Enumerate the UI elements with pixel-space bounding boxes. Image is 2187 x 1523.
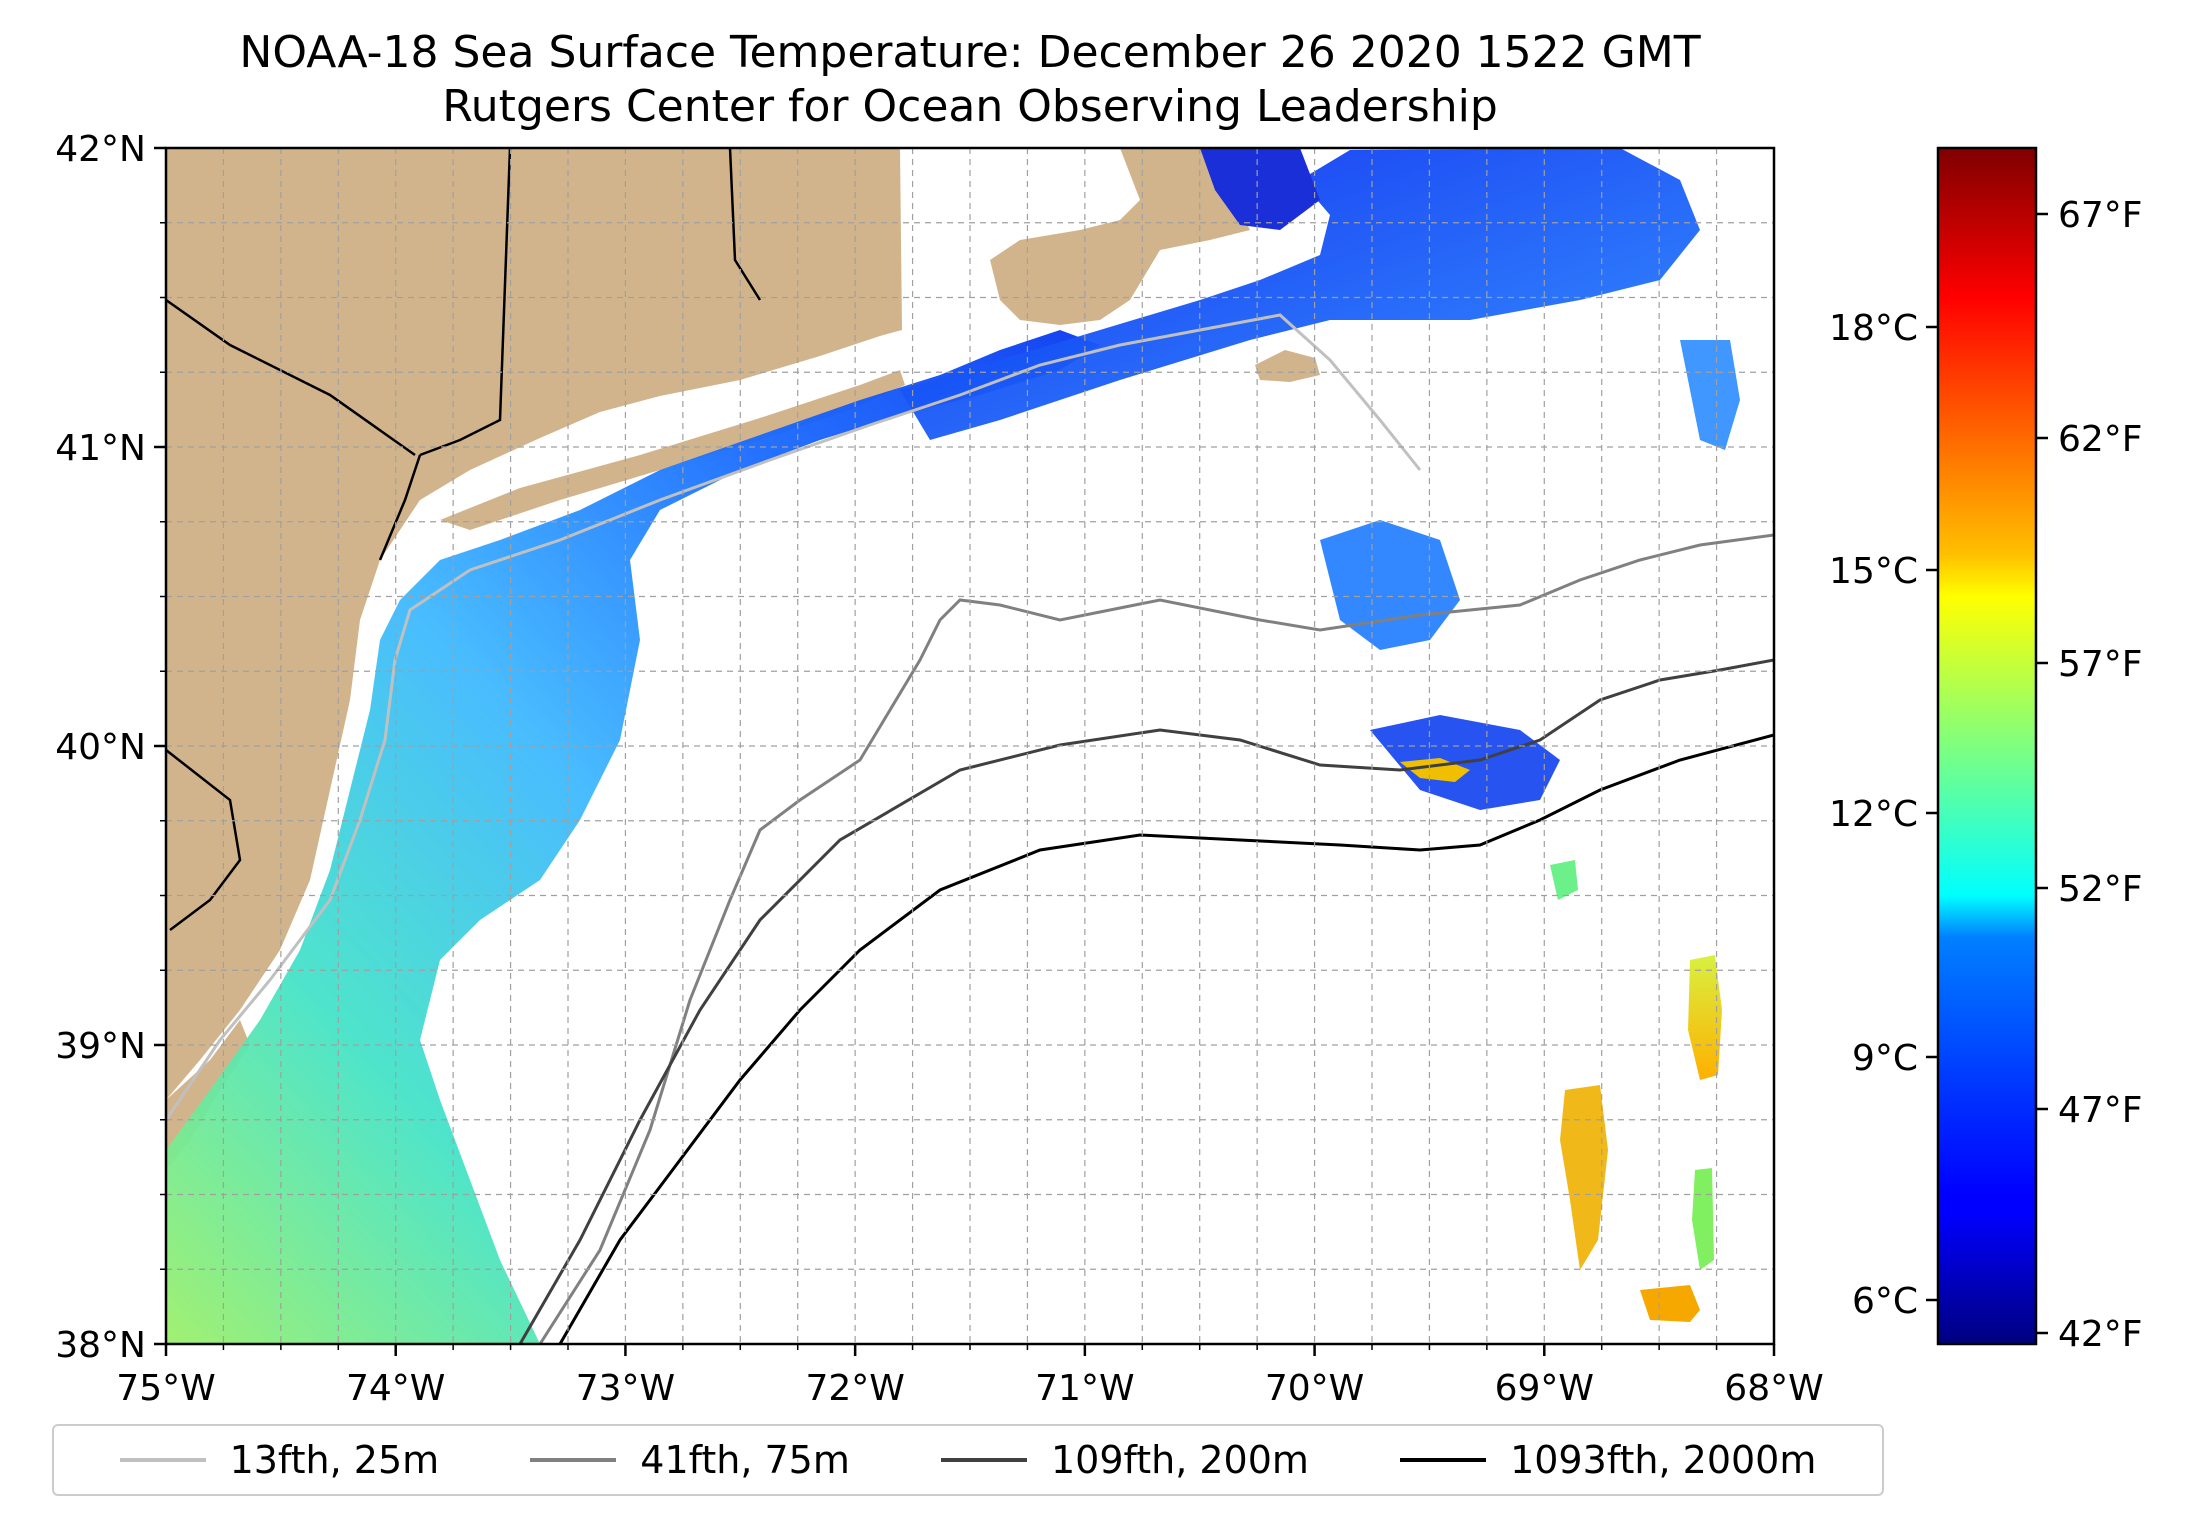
map-title: NOAA-18 Sea Surface Temperature: Decembe… [239, 27, 1701, 78]
legend-label: 1093fth, 2000m [1510, 1438, 1817, 1482]
sst-cape-cod-bay [1200, 148, 1320, 230]
lon-tick-label: 70°W [1265, 1368, 1364, 1409]
fahrenheit-tick-label: 47°F [2058, 1090, 2143, 1131]
fahrenheit-tick-label: 57°F [2058, 644, 2143, 685]
fahrenheit-tick-label: 67°F [2058, 195, 2143, 236]
land-long-island [440, 370, 905, 530]
legend-label: 109fth, 200m [1051, 1438, 1309, 1482]
celsius-tick-label: 6°C [1852, 1281, 1918, 1322]
contour-25m [166, 313, 1422, 1121]
lon-tick-label: 68°W [1724, 1368, 1823, 1409]
lon-tick-label: 69°W [1495, 1368, 1594, 1409]
legend: 13fth, 25m 41fth, 75m 109fth, 200m 1093fth,… [52, 1424, 1884, 1496]
lon-tick-label: 71°W [1035, 1368, 1134, 1409]
lon-tick-label: 74°W [346, 1368, 445, 1409]
land-mass [166, 148, 902, 1100]
lat-tick-label: 40°N [55, 727, 146, 768]
contour-75m [538, 533, 1774, 1344]
contour-2000m [558, 733, 1774, 1344]
colorbar-gradient [1936, 146, 2038, 1346]
map-grid [166, 148, 1774, 1344]
sst-warm-patch-3 [1640, 1285, 1700, 1322]
sst-northern-band [900, 148, 1700, 440]
celsius-tick-label: 18°C [1829, 308, 1918, 349]
lon-tick-label: 72°W [805, 1368, 904, 1409]
sst-warm-patch-1 [1688, 955, 1722, 1080]
celsius-tick-label: 12°C [1829, 794, 1918, 835]
sst-coastal-band [166, 330, 1100, 1344]
sst-map [166, 148, 1774, 1344]
state-borders [166, 148, 762, 931]
colorbar-ticks: 6°C 9°C 12°C 15°C 18°C 42°F 47°F 52°F 57°F 62°F 67… [1829, 195, 2142, 1355]
lon-tick-label: 75°W [116, 1368, 215, 1409]
legend-swatch [530, 1458, 617, 1462]
sst-warm-patch-2 [1560, 1085, 1608, 1270]
lat-tick-label: 41°N [55, 428, 146, 469]
legend-entry: 41fth, 75m [530, 1438, 850, 1482]
lat-tick-label: 38°N [55, 1325, 146, 1366]
map-axes: 75°W 74°W 73°W 72°W 71°W 70°W 69°W 68°W 38°N 39°N… [55, 129, 1823, 1409]
sst-patch-georges [1320, 520, 1460, 650]
legend-label: 41fth, 75m [640, 1438, 850, 1482]
legend-swatch [119, 1458, 206, 1462]
legend-entry: 1093fth, 2000m [1400, 1438, 1816, 1482]
lon-tick-label: 73°W [576, 1368, 675, 1409]
legend-entry: 109fth, 200m [941, 1438, 1309, 1482]
land-cape-cod [990, 148, 1250, 325]
sst-green-spot [1550, 860, 1578, 900]
lat-tick-label: 42°N [55, 129, 146, 170]
legend-entry: 13fth, 25m [119, 1438, 440, 1482]
sst-warm-patch-4 [1692, 1168, 1714, 1270]
celsius-tick-label: 15°C [1829, 551, 1918, 592]
land-nantucket [1255, 350, 1320, 382]
fahrenheit-tick-label: 52°F [2058, 869, 2143, 910]
colorbar: 6°C 9°C 12°C 15°C 18°C 42°F 47°F 52°F 57°F 62°F 67… [1829, 146, 2143, 1355]
legend-swatch [941, 1458, 1027, 1462]
celsius-tick-label: 9°C [1852, 1038, 1918, 1079]
fahrenheit-tick-label: 62°F [2058, 419, 2143, 460]
lat-tick-label: 39°N [55, 1026, 146, 1067]
legend-label: 13fth, 25m [229, 1438, 440, 1482]
legend-swatch [1400, 1458, 1487, 1462]
sst-patch-east [1680, 340, 1740, 450]
map-subtitle: Rutgers Center for Ocean Observing Leade… [442, 81, 1498, 132]
fahrenheit-tick-label: 42°F [2058, 1314, 2143, 1355]
